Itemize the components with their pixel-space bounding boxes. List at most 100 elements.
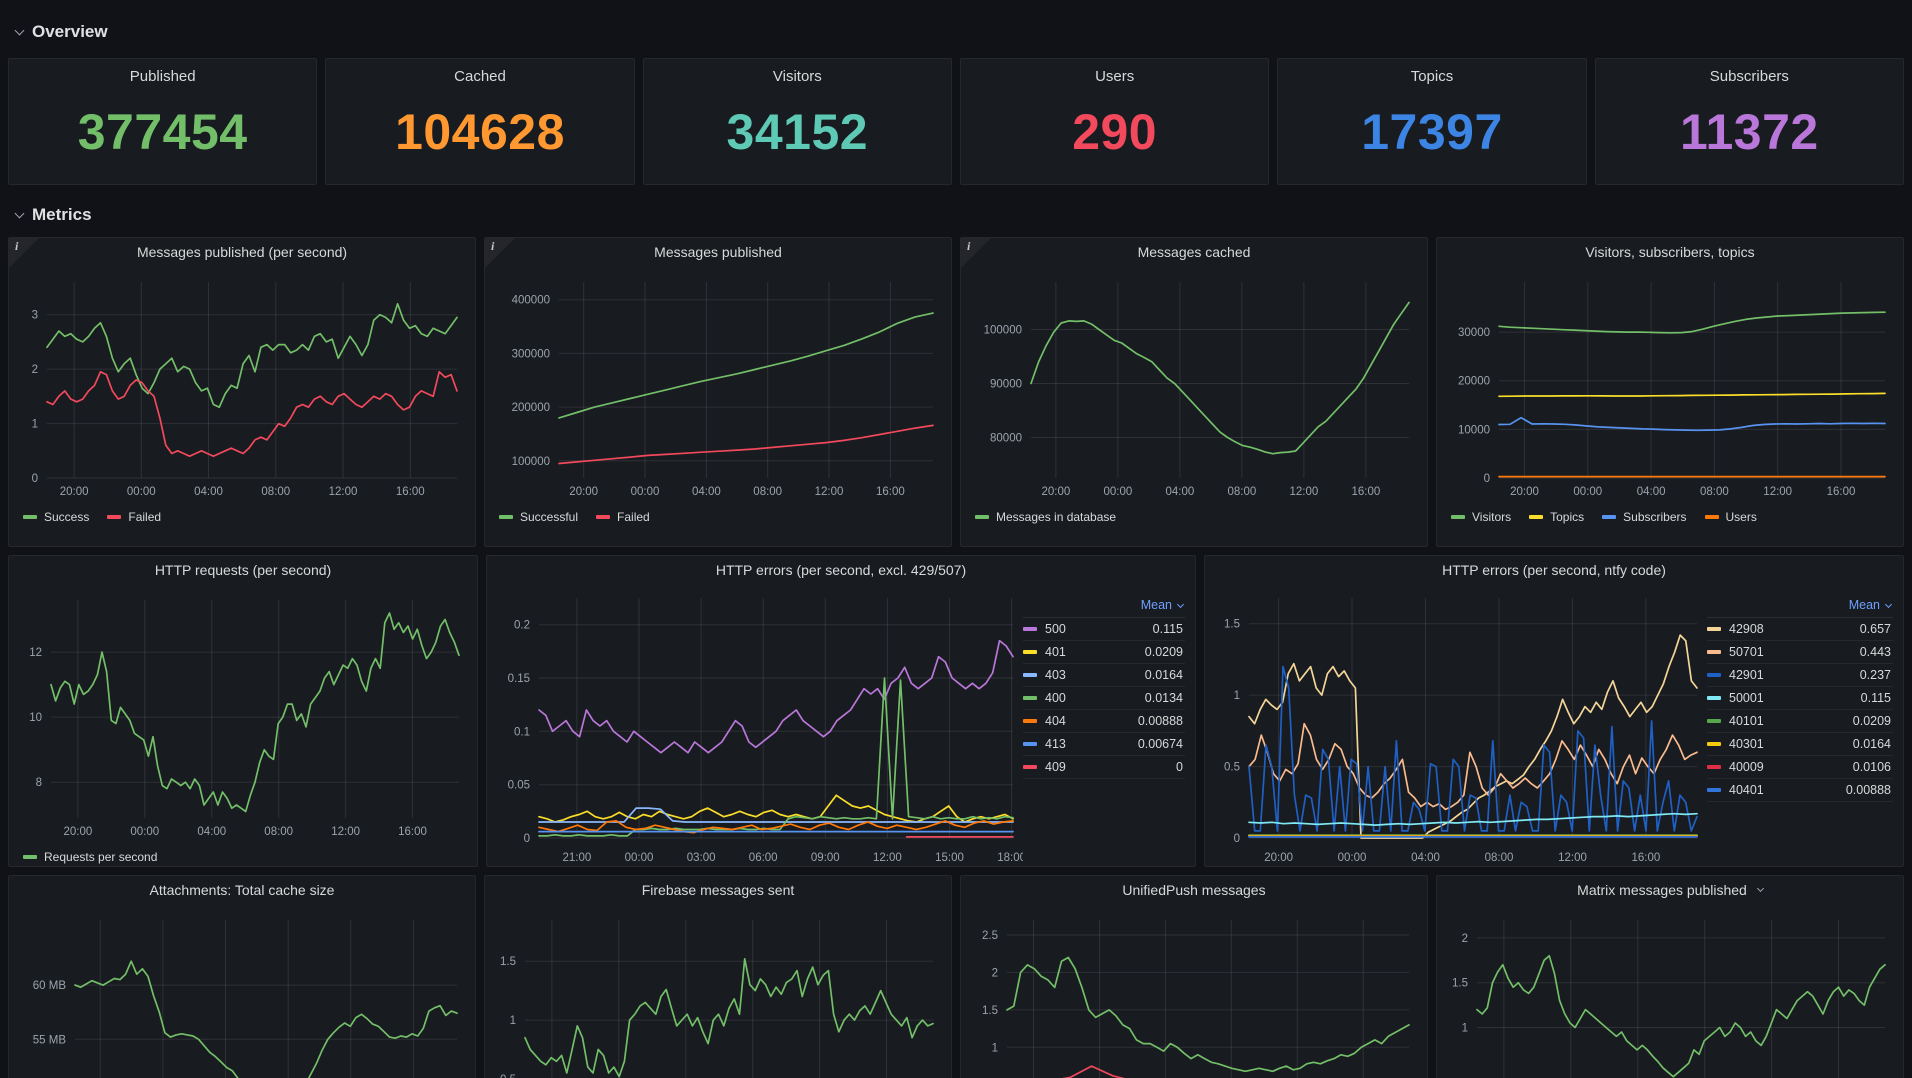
stat-panel-subscribers: Subscribers 11372 xyxy=(1594,58,1904,185)
svg-text:3: 3 xyxy=(32,310,38,322)
svg-text:08:00: 08:00 xyxy=(1700,486,1729,498)
timeseries-chart[interactable]: 20:00 00:00 04:00 08:00 12:00 16:00 80000 90000… xyxy=(965,272,1419,502)
legend-swatch xyxy=(1023,650,1037,654)
panel-visitors-subscribers-topics: Visitors, subscribers, topics 20:00 00:00… xyxy=(1436,237,1904,547)
panel-info-corner[interactable]: i xyxy=(485,238,515,268)
panel-title: Messages published xyxy=(654,244,782,260)
legend-item[interactable]: Users xyxy=(1704,510,1757,524)
timeseries-chart[interactable]: 20:00 00:00 04:00 08:00 12:00 16:00 0 1 2 3 xyxy=(13,272,467,502)
series-50001 xyxy=(1248,812,1698,826)
panel-info-corner[interactable]: i xyxy=(961,238,991,268)
legend-item[interactable]: 404 0.00888 xyxy=(1023,710,1185,733)
section-header-metrics[interactable]: Metrics xyxy=(8,203,1904,227)
metrics-row-3: Attachments: Total cache size 55 MB 60 MB… xyxy=(8,875,1904,1078)
svg-text:2: 2 xyxy=(32,364,38,376)
svg-text:00:00: 00:00 xyxy=(127,486,156,498)
legend-mean-header[interactable]: Mean xyxy=(1707,598,1893,618)
timeseries-chart[interactable]: 1 1.5 2 xyxy=(1441,910,1895,1078)
svg-text:100000: 100000 xyxy=(984,325,1022,337)
legend-mean-value: 0.00888 xyxy=(1137,714,1183,728)
timeseries-chart[interactable]: 20:00 00:00 04:00 08:00 12:00 16:00 0 10000 2000… xyxy=(1441,272,1895,502)
panel-info-corner[interactable]: i xyxy=(9,238,39,268)
panel-title: Visitors, subscribers, topics xyxy=(1585,244,1755,260)
stat-panel-visitors: Visitors 34152 xyxy=(642,58,952,185)
legend-item[interactable]: 42901 0.237 xyxy=(1707,664,1893,687)
legend-item[interactable]: 50701 0.443 xyxy=(1707,641,1893,664)
legend-item[interactable]: 400 0.0134 xyxy=(1023,687,1185,710)
svg-text:30000: 30000 xyxy=(1458,327,1490,339)
legend-item[interactable]: Success xyxy=(23,510,89,524)
svg-text:10: 10 xyxy=(29,712,42,724)
legend-swatch xyxy=(1707,650,1721,654)
panel-title-text: Matrix messages published xyxy=(1577,882,1747,898)
series-failed xyxy=(1061,1065,1126,1078)
legend-item[interactable]: Subscribers xyxy=(1602,510,1687,524)
legend-item[interactable]: Successful xyxy=(499,510,578,524)
svg-text:00:00: 00:00 xyxy=(631,486,660,498)
legend-item[interactable]: 50001 0.115 xyxy=(1707,687,1893,710)
legend-swatch xyxy=(499,515,513,519)
legend-mean-header[interactable]: Mean xyxy=(1023,598,1185,618)
legend-item[interactable]: Failed xyxy=(596,510,650,524)
legend-item[interactable]: 500 0.115 xyxy=(1023,618,1185,641)
legend-label: 403 xyxy=(1045,668,1066,682)
stat-title: Users xyxy=(1095,68,1135,85)
legend-mean-value: 0.657 xyxy=(1859,622,1891,636)
svg-text:15:00: 15:00 xyxy=(935,852,964,864)
legend-swatch xyxy=(1707,696,1721,700)
timeseries-chart[interactable]: 20:00 00:00 04:00 08:00 12:00 16:00 8 10 12 xyxy=(13,590,469,842)
timeseries-chart[interactable]: 20:00 00:00 04:00 08:00 12:00 16:00 100000 2000… xyxy=(489,272,943,502)
legend-swatch xyxy=(23,855,37,859)
timeseries-chart[interactable]: 21:00 00:00 03:00 06:00 09:00 12:00 15:00 18:0 0… xyxy=(491,584,1023,866)
legend-item[interactable]: 403 0.0164 xyxy=(1023,664,1185,687)
section-header-overview[interactable]: Overview xyxy=(8,20,1904,44)
legend-swatch xyxy=(23,515,37,519)
section-title: Overview xyxy=(32,22,108,41)
legend-item[interactable]: Messages in database xyxy=(975,510,1116,524)
svg-text:0.5: 0.5 xyxy=(1224,762,1240,774)
legend-swatch xyxy=(1023,696,1037,700)
timeseries-chart[interactable]: 20:00 00:00 04:00 08:00 12:00 16:00 0 0.5 1 1.5 xyxy=(1209,584,1707,866)
legend-item[interactable]: 401 0.0209 xyxy=(1023,641,1185,664)
svg-text:1: 1 xyxy=(32,419,38,431)
panel-messages-published: i Messages published 20:00 00:00 04:00 08:0… xyxy=(484,237,952,547)
legend-item[interactable]: Failed xyxy=(107,510,161,524)
legend-item[interactable]: Topics xyxy=(1529,510,1584,524)
series-Subscribers xyxy=(1498,416,1886,432)
svg-text:0: 0 xyxy=(32,473,38,485)
chevron-down-icon xyxy=(1176,600,1185,609)
svg-text:06:00: 06:00 xyxy=(749,852,778,864)
legend-item[interactable]: 40009 0.0106 xyxy=(1707,756,1893,779)
legend-item[interactable]: 40401 0.00888 xyxy=(1707,779,1893,802)
svg-text:20000: 20000 xyxy=(1458,376,1490,388)
svg-text:60 MB: 60 MB xyxy=(33,980,67,992)
legend-swatch xyxy=(107,515,122,519)
legend-item[interactable]: 42908 0.657 xyxy=(1707,618,1893,641)
section-title: Metrics xyxy=(32,205,92,224)
svg-text:20:00: 20:00 xyxy=(1510,486,1539,498)
series-Failed xyxy=(558,424,934,465)
panel-menu[interactable]: Matrix messages published xyxy=(1437,876,1903,904)
legend-item[interactable]: Visitors xyxy=(1451,510,1511,524)
legend-swatch xyxy=(1707,765,1721,769)
legend-item[interactable]: 413 0.00674 xyxy=(1023,733,1185,756)
svg-text:12:00: 12:00 xyxy=(331,826,360,838)
timeseries-chart[interactable]: 1 1.5 2 2.5 xyxy=(965,910,1419,1078)
svg-text:00:00: 00:00 xyxy=(1104,486,1133,498)
legend-swatch xyxy=(1707,788,1721,792)
legend-item[interactable]: 40101 0.0209 xyxy=(1707,710,1893,733)
svg-text:1.5: 1.5 xyxy=(982,1005,998,1017)
legend-label: 400 xyxy=(1045,691,1066,705)
timeseries-chart[interactable]: 0.5 1 1.5 xyxy=(489,910,943,1078)
legend-item[interactable]: Requests per second xyxy=(23,850,157,864)
legend-item[interactable]: 40301 0.0164 xyxy=(1707,733,1893,756)
svg-text:00:00: 00:00 xyxy=(130,826,159,838)
stat-panel-topics: Topics 17397 xyxy=(1277,58,1587,185)
svg-text:09:00: 09:00 xyxy=(811,852,840,864)
legend-item[interactable]: 409 0 xyxy=(1023,756,1185,779)
series-404 xyxy=(538,820,1014,834)
panel-title: HTTP errors (per second, excl. 429/507) xyxy=(715,562,967,578)
timeseries-chart[interactable]: 55 MB 60 MB xyxy=(13,910,467,1078)
svg-text:16:00: 16:00 xyxy=(396,486,425,498)
svg-text:04:00: 04:00 xyxy=(194,486,223,498)
